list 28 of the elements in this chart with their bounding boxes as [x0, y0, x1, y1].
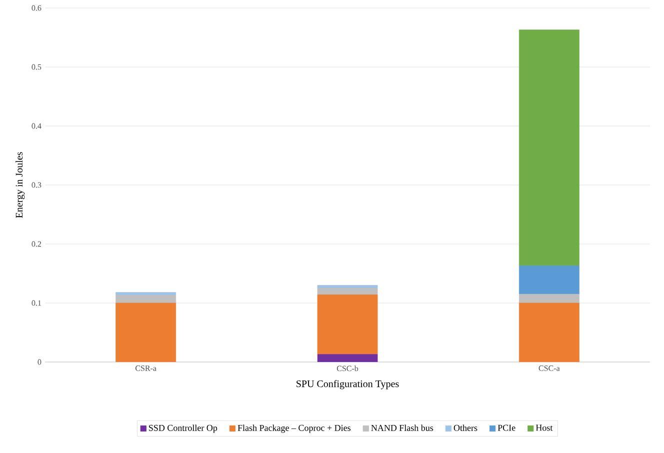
x-tick-label: CSR-a: [135, 366, 156, 371]
y-tick-label: 0: [38, 359, 42, 365]
bar: [317, 294, 378, 355]
bar: [116, 295, 176, 304]
y-tick-label: 0.5: [32, 64, 42, 70]
x-tick-label: CSC-b: [336, 366, 358, 372]
y-tick-label: 0.4: [32, 123, 42, 129]
legend-label: SSD Controller Op: [149, 424, 218, 433]
bar: [518, 302, 580, 362]
bar: [518, 294, 580, 304]
bar: [317, 288, 378, 295]
y-tick-label: 0.3: [32, 182, 42, 188]
y-tick-label: 0.2: [32, 241, 42, 247]
legend-label: Others: [454, 424, 478, 431]
legend-label: NAND Flash bus: [371, 424, 434, 431]
y-tick-label: 0.1: [32, 300, 41, 306]
x-axis-title: SPU Configuration Types: [296, 380, 399, 390]
legend-label: Host: [536, 424, 553, 431]
bar: [518, 30, 580, 266]
bar: [116, 292, 176, 296]
y-tick-label: 0.6: [32, 5, 42, 11]
x-tick-label: CSC-a: [538, 366, 560, 371]
bar: [518, 266, 580, 294]
y-axis-title: Energy in Joules: [15, 152, 25, 218]
bar: [317, 285, 378, 288]
legend-label: Flash Package – Coproc + Dies: [238, 424, 350, 433]
bar: [116, 302, 176, 362]
legend-label: PCIe: [498, 424, 516, 431]
